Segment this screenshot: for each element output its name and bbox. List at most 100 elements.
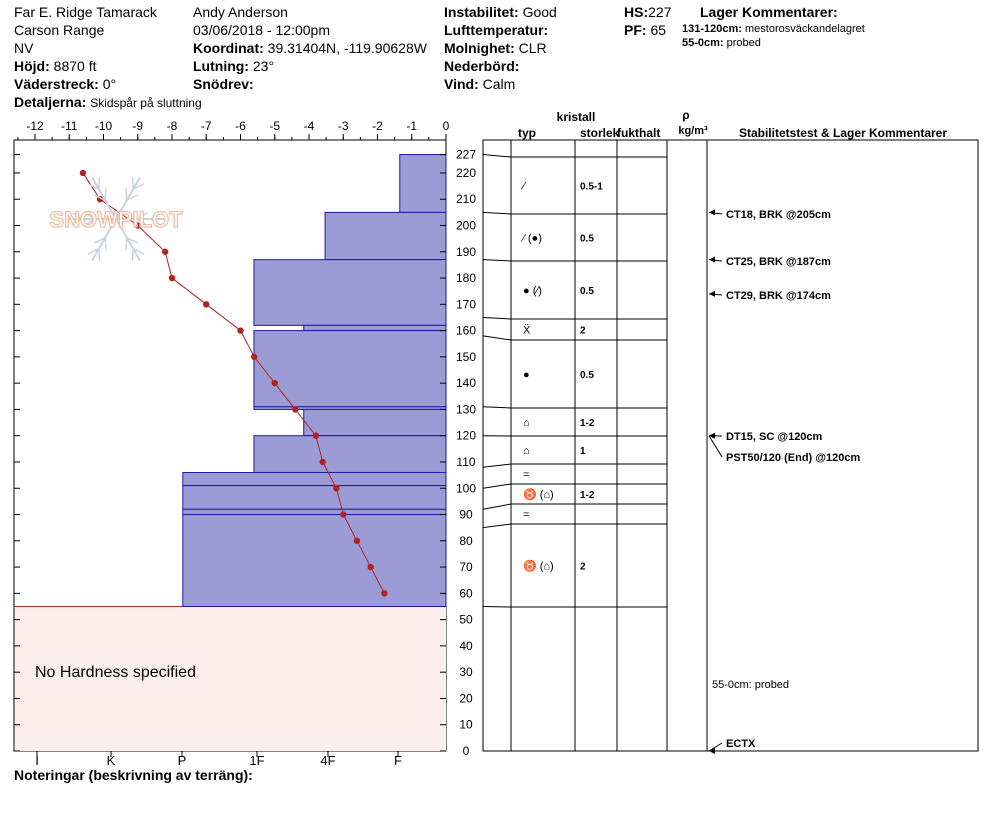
sky-cover: Molnighet: CLR — [444, 39, 547, 57]
depth-tick-label: 150 — [456, 350, 476, 364]
depth-tick-label: 210 — [456, 192, 476, 206]
depth-tick-label: 180 — [456, 271, 476, 285]
hardness-bar — [324, 211, 447, 261]
instability: Instabilitet: Good — [444, 3, 557, 21]
layer-type: ♉ (⌂) — [523, 560, 554, 573]
layer-connector — [482, 335, 512, 341]
layer-comment-1-text: mestorosväckandelagret — [745, 23, 865, 35]
drift-label: Snödrev: — [193, 76, 254, 92]
hardness-bar — [182, 514, 447, 607]
snowflake-branch — [104, 188, 107, 201]
stability-tests: CT18, BRK @205cm CT25, BRK @187cm CT29, BR… — [708, 209, 860, 754]
temp-tick-label: -1 — [406, 119, 417, 133]
temperature-point — [367, 563, 374, 571]
snowflake-branch — [125, 237, 128, 250]
wind-value: Calm — [482, 76, 516, 92]
layer-table-rows: ⁄ 0.5-1 ⁄ (●) 0.5 ● (⁄) 0.5 Ẍ 2 ● 0.5 ⌂ 1-2 ⌂ 1 = ♉ (⌂)… — [482, 154, 667, 608]
depth-tick-label: 200 — [456, 219, 476, 233]
layer-type: Ẍ — [523, 325, 531, 337]
snowflake-branch — [150, 211, 161, 220]
hardness-bar — [182, 508, 447, 516]
hardness-bar — [399, 154, 447, 213]
stability-pointer — [708, 742, 723, 752]
no-hardness-fill — [15, 606, 446, 751]
state-name: NV — [14, 40, 34, 56]
depth-tick-label: 40 — [459, 639, 473, 653]
temperature-point — [312, 432, 320, 439]
depth-tick-label: 227 — [456, 148, 476, 162]
snowflake-branch — [150, 218, 161, 227]
hardness-tick-label: P — [178, 753, 187, 768]
hardness-bar — [253, 259, 447, 326]
type-header: typ — [518, 126, 536, 140]
stability-test-label: 55-0cm: probed — [712, 679, 789, 691]
layer-connector — [482, 463, 512, 468]
pf-value: 65 — [650, 22, 667, 38]
depth-tick-label: 120 — [456, 429, 476, 443]
density-unit-header: kg/m³ — [678, 125, 708, 137]
slope: Lutning: 23° — [193, 57, 274, 75]
layer-type: ⁄ (●) — [520, 233, 542, 245]
no-hardness-text: No Hardness specified — [35, 664, 196, 681]
elevation-label: Höjd: — [14, 58, 50, 74]
depth-tick-label: 220 — [456, 166, 476, 180]
layer-connector — [482, 211, 512, 215]
aspect: Väderstreck: 0° — [14, 75, 116, 93]
temperature-point — [340, 511, 347, 518]
hardness-tick-label: K — [107, 753, 116, 768]
temp-tick-label: -8 — [167, 119, 178, 133]
temp-tick-label: -7 — [201, 119, 212, 133]
hardness-tick-label: 1F — [249, 753, 264, 768]
snowflake-branch — [137, 218, 148, 227]
temperature-point — [271, 379, 278, 387]
pf-label: PF: — [624, 22, 647, 38]
stability-test-label: DT15, SC @120cm — [726, 431, 823, 443]
hs-value: 227 — [648, 4, 672, 20]
wind-label: Vind: — [444, 76, 479, 92]
temp-tick-label: -6 — [235, 119, 246, 133]
layer-connector — [482, 316, 512, 320]
layer-type: ● — [523, 369, 530, 381]
size-header: storlek — [580, 126, 620, 140]
layer-size: 1-2 — [580, 490, 595, 501]
layer-size: 0.5-1 — [580, 182, 603, 193]
observation-datetime: 03/06/2018 - 12:00pm — [193, 22, 330, 38]
hardness-bar — [182, 471, 447, 487]
snowflake-branch — [94, 194, 106, 201]
layer-type: ⌂ — [523, 445, 530, 457]
stability-test-label: CT18, BRK @205cm — [726, 209, 831, 221]
layer-type: ⁄ — [520, 181, 527, 193]
hardness-bar — [182, 485, 447, 510]
hardness-bar — [303, 324, 447, 332]
details: Detaljerna: Skidspår på sluttning — [14, 93, 202, 112]
hs-label: HS: — [624, 4, 649, 20]
stability-arrowhead — [709, 432, 715, 439]
layer-type: ♉ (⌂) — [523, 488, 554, 501]
temp-tick-label: 0 — [443, 119, 450, 133]
snowflake-branch — [125, 188, 128, 201]
rho-header: ρ — [682, 108, 689, 122]
temp-tick-label: -12 — [26, 119, 44, 133]
temperature-axis: -12 -11 -10 -9 -8 -7 -6 -5 -4 -3 -2 -1 0 — [17, 119, 450, 140]
snowflake-arm — [91, 218, 117, 262]
moisture-header: fukthalt — [617, 126, 660, 140]
instability-value: Good — [522, 4, 557, 20]
temperature-point — [251, 353, 258, 361]
depth-tick-label: 30 — [459, 665, 473, 679]
temp-tick-label: -2 — [372, 119, 383, 133]
observer-name: Andy Anderson — [193, 4, 288, 20]
snowpilot-watermark: SNOWPILOT — [49, 176, 184, 262]
hardness-axis: I K P 1F 4F F — [35, 751, 402, 768]
temp-tick-label: -3 — [338, 119, 349, 133]
precipitation: Nederbörd: — [444, 57, 519, 75]
temperature-point — [203, 301, 210, 308]
layer-type: ● (⁄) — [523, 285, 542, 297]
foot-penetration: PF: 65 — [624, 21, 666, 39]
sky-label: Molnighet: — [444, 40, 515, 56]
snowflake-branch — [87, 183, 100, 190]
depth-tick-label: 80 — [459, 534, 473, 548]
temp-tick-label: -5 — [269, 119, 280, 133]
snowflake-branch — [126, 194, 138, 201]
aspect-label: Väderstreck: — [14, 76, 99, 92]
